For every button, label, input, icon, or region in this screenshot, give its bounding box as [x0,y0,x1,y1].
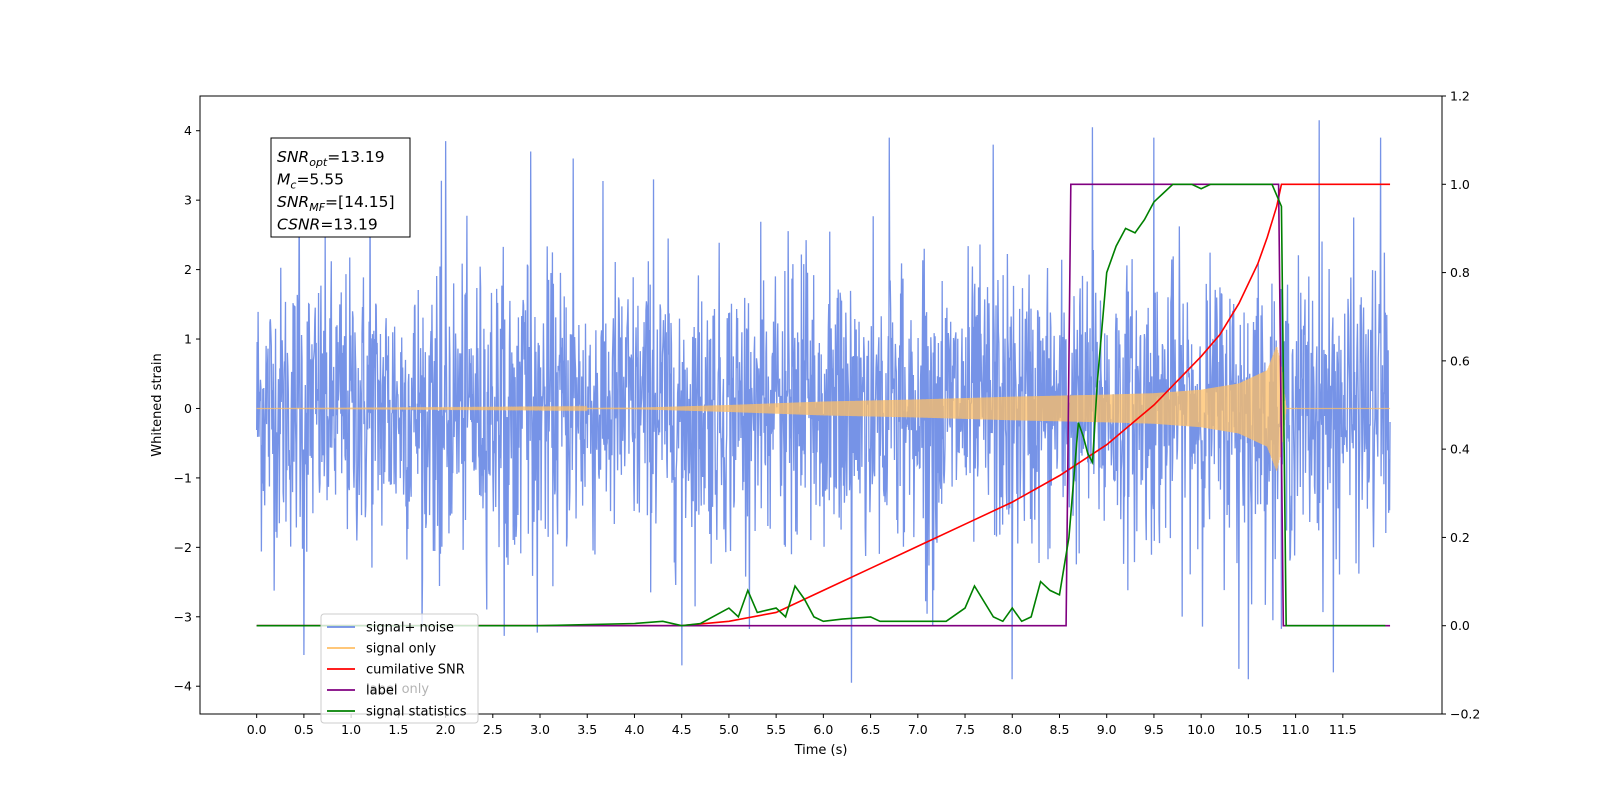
x-tick-label: 5.5 [766,722,786,737]
legend-entry-label: signal+ noise [366,621,454,636]
x-axis-label: Time (s) [794,743,848,758]
info-value: =[14.15] [325,193,394,211]
x-tick-label: 4.5 [672,722,692,737]
x-tick-label: 7.0 [908,722,928,737]
plot-frame [199,95,1443,715]
info-symbol: M [277,171,290,189]
legend: label only signal+ noise signal only cumil… [320,613,479,724]
y-right-tick-label: 0.6 [1450,353,1470,368]
y-right-tick-label: 1.0 [1450,177,1470,192]
x-tick-label: 0.5 [294,722,314,737]
x-tick-label: 9.0 [1097,722,1117,737]
y-left-tick-label: 2 [184,262,192,277]
y-left-tick-label: −1 [174,470,192,485]
x-tick-label: 8.5 [1050,722,1070,737]
legend-entry-label: signal statistics [366,705,467,720]
series-signal-noise [256,120,1391,683]
y-right-tick-label: 1.2 [1450,89,1470,104]
info-subscript: c [290,179,296,192]
x-tick-label: 11.5 [1329,722,1357,737]
info-symbol: SNR [277,148,309,166]
info-box: SNRopt=13.19Mc=5.55SNRMF=[14.15]CSNR=13.… [270,137,411,238]
y-right-tick-label: 0.8 [1450,265,1470,280]
y-right-tick-label: 0.0 [1450,618,1470,633]
legend-frame [320,613,479,724]
info-symbol: CSNR [277,216,320,234]
y-right-tick-label: 0.2 [1450,530,1470,545]
y-left-tick-label: 4 [184,123,192,138]
y-left-tick-label: 0 [184,401,192,416]
y-axis-right: −0.2 0.0 0.2 0.4 0.6 0.8 1.0 1.2 [1442,89,1480,722]
x-tick-label: 2.5 [483,722,503,737]
legend-entry-label: cumilative SNR [366,663,465,678]
x-tick-label: 6.5 [861,722,881,737]
x-tick-label: 1.0 [341,722,361,737]
y-right-tick-label: 0.4 [1450,442,1470,457]
info-line: CSNR=13.19 [277,216,378,234]
y-axis-left: −4 −3 −2 −1 0 1 2 3 4 [174,123,200,694]
info-box-frame [270,137,411,238]
x-tick-label: 2.0 [436,722,456,737]
y-axis-label: Whitened strain [150,353,165,456]
info-line: SNRopt=13.19 [277,148,385,169]
x-tick-label: 10.5 [1234,722,1262,737]
series-signal-only [256,346,1391,471]
info-subscript: opt [309,156,328,169]
x-tick-label: 3.5 [577,722,597,737]
y-right-tick-label: −0.2 [1450,707,1480,722]
y-left-tick-label: 1 [184,332,192,347]
x-tick-label: 10.0 [1187,722,1215,737]
x-tick-label: 5.0 [719,722,739,737]
info-line: SNRMF=[14.15] [277,193,395,214]
y-left-tick-label: −3 [174,609,192,624]
series-cumulative-snr [256,183,1391,627]
x-tick-label: 4.0 [625,722,645,737]
y-left-tick-label: 3 [184,193,192,208]
info-line: Mc=5.55 [277,171,344,192]
x-tick-label: 6.0 [813,722,833,737]
x-axis: 0.0 0.5 1.0 1.5 2.0 2.5 3.0 3.5 4.0 4.5 5.0 5.5 6.0 6… [247,714,1357,737]
series-signal-statistics [256,183,1386,627]
info-symbol: SNR [277,193,309,211]
x-tick-label: 0.0 [247,722,267,737]
legend-entry-label: label [366,684,397,699]
y-left-tick-label: −4 [174,679,192,694]
info-value: =13.19 [320,216,377,234]
y-left-tick-label: −2 [174,540,192,555]
series-layer [256,120,1391,683]
x-tick-label: 3.0 [530,722,550,737]
legend-hidden-text: label only [366,682,429,697]
info-subscript: MF [309,201,325,214]
info-value: =13.19 [327,148,384,166]
x-tick-label: 9.5 [1144,722,1164,737]
x-tick-label: 8.0 [1002,722,1022,737]
x-tick-label: 7.5 [955,722,975,737]
legend-entry-label: signal only [366,642,436,657]
x-tick-label: 11.0 [1282,722,1310,737]
info-value: =5.55 [296,171,344,189]
x-tick-label: 1.5 [388,722,408,737]
